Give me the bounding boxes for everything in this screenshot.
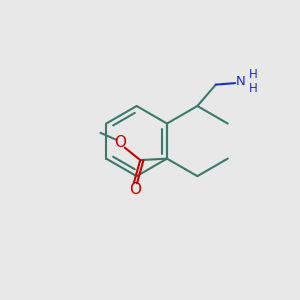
Text: H: H xyxy=(249,68,258,81)
Text: O: O xyxy=(114,135,126,150)
Text: O: O xyxy=(129,182,141,197)
Text: H: H xyxy=(249,82,258,95)
Text: N: N xyxy=(235,74,245,88)
